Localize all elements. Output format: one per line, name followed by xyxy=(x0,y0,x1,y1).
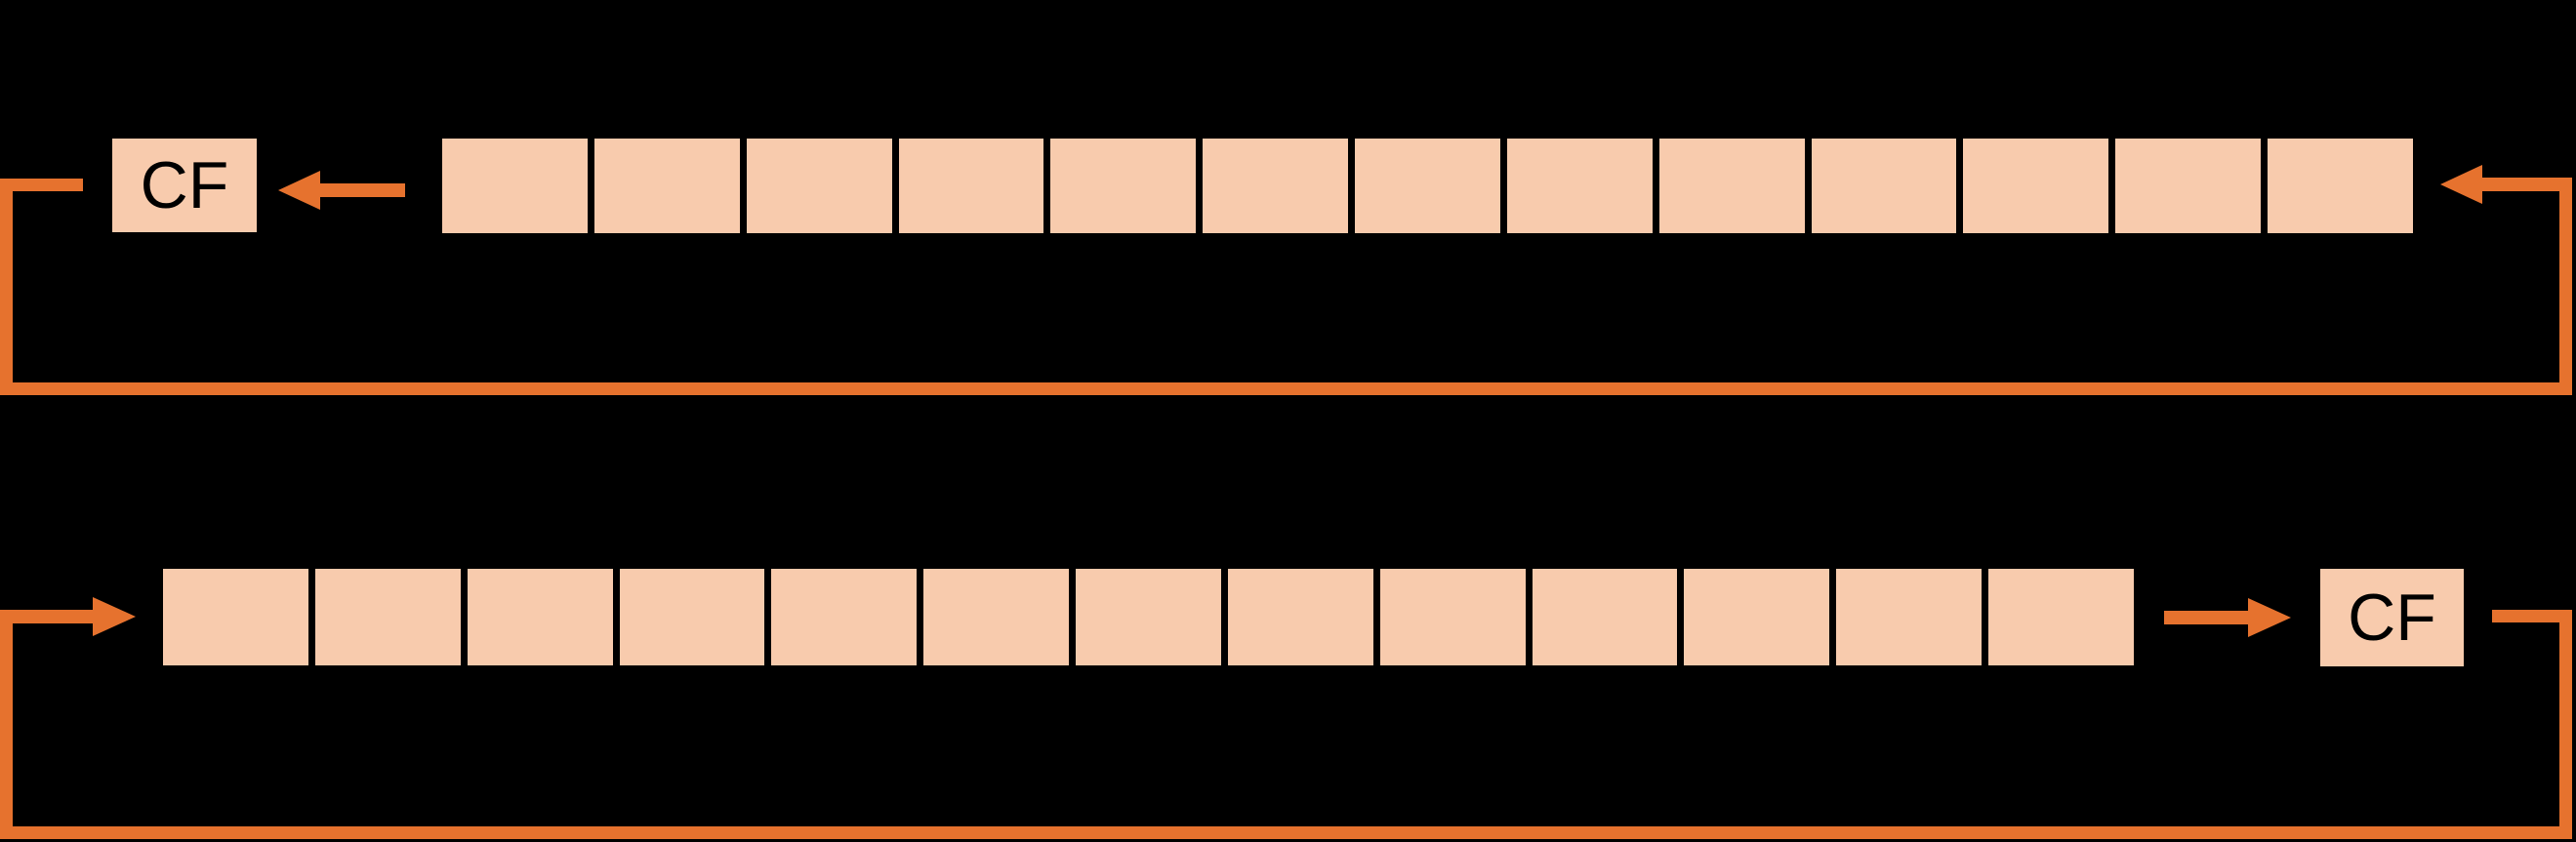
arrow-right-icon xyxy=(93,597,136,636)
bit-cell xyxy=(1076,569,1221,665)
bit-cell xyxy=(593,139,740,233)
top-loop-segment-left-horizontal xyxy=(5,179,83,191)
bit-cell xyxy=(2115,139,2262,233)
bit-cell xyxy=(923,569,1070,665)
bottom-loop-segment-left-vertical xyxy=(0,610,13,839)
top-carry-flag-label: CF xyxy=(140,148,229,222)
bit-cell xyxy=(771,569,918,665)
bottom-carry-flag-label: CF xyxy=(2348,581,2436,655)
bit-cell xyxy=(1050,139,1197,233)
top-loop-segment-bottom xyxy=(0,382,2572,395)
bit-cell xyxy=(898,139,1044,233)
bottom-bit-row xyxy=(163,569,2134,665)
bit-cell xyxy=(467,569,613,665)
carry-to-msb-arrow-shaft xyxy=(7,610,93,623)
bit-cell xyxy=(1379,569,1526,665)
carry-to-lsb-arrow-shaft xyxy=(2482,178,2572,191)
bottom-loop-segment-bottom xyxy=(0,826,2572,839)
bit-cell xyxy=(1963,139,2109,233)
bit-cell xyxy=(1227,569,1373,665)
bit-cell xyxy=(1684,569,1830,665)
bit-cell xyxy=(163,569,308,665)
bit-cell xyxy=(1658,139,1805,233)
bit-cell xyxy=(1836,569,1983,665)
arrow-right-icon xyxy=(2248,598,2291,637)
lsb-to-cf-arrow-shaft xyxy=(2164,611,2248,624)
bit-cell xyxy=(1506,139,1653,233)
top-loop-segment-left-vertical xyxy=(0,179,13,395)
arrow-left-icon xyxy=(2440,165,2482,204)
bit-cell xyxy=(1988,569,2134,665)
bit-cell xyxy=(1355,139,1500,233)
bit-cell xyxy=(619,569,765,665)
bit-cell xyxy=(1532,569,1678,665)
top-loop-segment-right-vertical xyxy=(2559,179,2572,395)
bit-cell xyxy=(442,139,588,233)
bit-cell xyxy=(746,139,892,233)
bottom-loop-segment-right-vertical xyxy=(2559,610,2572,839)
bit-cell xyxy=(2268,139,2413,233)
bit-cell xyxy=(314,569,461,665)
arrow-left-icon xyxy=(278,171,320,210)
msb-to-cf-arrow-shaft xyxy=(319,183,405,197)
top-bit-row xyxy=(442,139,2413,233)
bit-cell xyxy=(1203,139,1349,233)
bit-cell xyxy=(1811,139,1957,233)
bottom-loop-segment-right-horizontal xyxy=(2492,610,2572,622)
top-carry-flag-box: CF xyxy=(112,139,257,232)
bottom-carry-flag-box: CF xyxy=(2320,569,2464,666)
